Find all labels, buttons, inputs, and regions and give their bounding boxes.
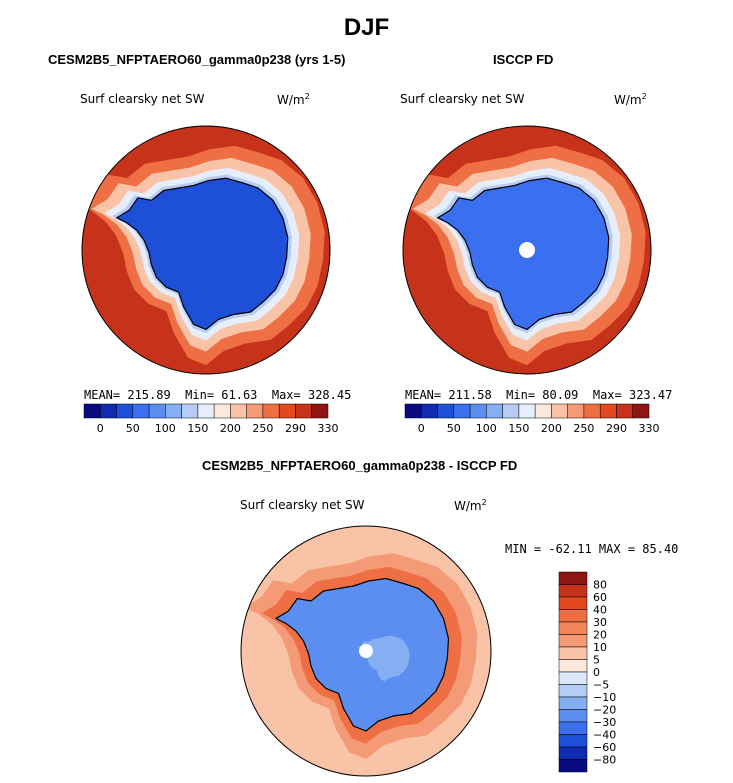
colorbar-tick-label: 200 xyxy=(541,422,562,435)
colorbar-tick-label: −10 xyxy=(593,691,616,704)
map1-field xyxy=(403,126,651,374)
coastline xyxy=(274,577,450,732)
right-stat-max: Max= 323.47 xyxy=(592,388,673,402)
colorbar-tick-label: 20 xyxy=(593,629,607,642)
diff-variable-label: Surf clearsky net SW xyxy=(240,498,365,512)
left-variable-label: Surf clearsky net SW xyxy=(80,92,205,106)
right-panel-title: ISCCP FD xyxy=(493,52,554,67)
colorbar-box xyxy=(558,584,588,598)
colorbar-box xyxy=(558,696,588,710)
figure-title: DJF xyxy=(343,14,390,41)
colorbar-tick-label: 80 xyxy=(593,579,607,592)
coastline xyxy=(436,177,610,331)
colorbar-tick-label: −30 xyxy=(593,716,616,729)
map2-field xyxy=(241,526,491,776)
right-stat-mean: MEAN= 211.58 xyxy=(405,388,492,402)
colorbar-box xyxy=(558,621,588,635)
colorbar-box xyxy=(558,596,588,610)
right-stats: MEAN= 211.58 Min= 80.09 Max= 323.47 xyxy=(405,388,672,402)
colorbar-box xyxy=(311,403,329,419)
colorbar-box xyxy=(558,721,588,735)
colorbar-tick-label: −20 xyxy=(593,704,616,717)
coastline xyxy=(115,177,289,331)
colorbar-tick-label: −80 xyxy=(593,754,616,767)
colorbar-tick-label: 50 xyxy=(126,422,140,435)
colorbar-tick-label: 250 xyxy=(252,422,273,435)
colorbar-box xyxy=(558,746,588,760)
colorbar-box xyxy=(558,571,588,585)
left-panel-title: CESM2B5_NFPTAERO60_gamma0p238 (yrs 1-5) xyxy=(48,52,346,67)
left-stats: MEAN= 215.89 Min= 61.63 Max= 328.45 xyxy=(84,388,351,402)
colorbar-tick-label: 40 xyxy=(593,604,607,617)
colorbar-box xyxy=(558,609,588,623)
colorbar-box xyxy=(558,734,588,748)
colorbar-tick-label: 150 xyxy=(187,422,208,435)
colorbar-tick-label: 10 xyxy=(593,641,607,654)
diff-units-label: W/m2 xyxy=(454,498,487,513)
pole-hole xyxy=(519,242,535,258)
pole-hole xyxy=(359,644,373,658)
left-units-label: W/m2 xyxy=(277,92,310,107)
colorbar-box xyxy=(632,403,650,419)
diff-panel-title: CESM2B5_NFPTAERO60_gamma0p238 - ISCCP FD xyxy=(202,458,518,473)
colorbar-tick-label: 5 xyxy=(593,654,600,667)
left-stat-min: Min= 61.63 xyxy=(185,388,258,402)
map-border xyxy=(81,125,331,375)
colorbar-tick-label: 50 xyxy=(447,422,461,435)
colorbar-box xyxy=(558,759,588,773)
colorbar-tick-label: 0 xyxy=(593,666,600,679)
colorbar-tick-label: 290 xyxy=(285,422,306,435)
colorbar-tick-label: 60 xyxy=(593,591,607,604)
colorbar-box xyxy=(558,659,588,673)
colorbar-tick-label: 0 xyxy=(418,422,425,435)
colorbar-tick-label: −40 xyxy=(593,729,616,742)
right-stat-min: Min= 80.09 xyxy=(506,388,579,402)
map0-field xyxy=(82,126,330,374)
colorbar-tick-label: 30 xyxy=(593,616,607,629)
right-variable-label: Surf clearsky net SW xyxy=(400,92,525,106)
colorbar-tick-label: 100 xyxy=(155,422,176,435)
colorbar-box xyxy=(558,709,588,723)
map-border xyxy=(240,525,492,777)
colorbar-tick-label: −5 xyxy=(593,679,609,692)
colorbar-tick-label: 330 xyxy=(318,422,339,435)
ice-sheet-west-diff xyxy=(301,617,397,702)
colorbar-box xyxy=(558,634,588,648)
colorbar-box xyxy=(558,646,588,660)
colorbar-tick-label: 290 xyxy=(606,422,627,435)
colorbar-tick-label: 100 xyxy=(476,422,497,435)
map-border xyxy=(402,125,652,375)
diff-stats: MIN = -62.11 MAX = 85.40 xyxy=(505,542,679,556)
ice-sheet xyxy=(116,178,288,330)
colorbar-box xyxy=(558,684,588,698)
colorbar-tick-label: 250 xyxy=(573,422,594,435)
right-units-label: W/m2 xyxy=(614,92,647,107)
colorbar-tick-label: −60 xyxy=(593,741,616,754)
colorbar-tick-label: 330 xyxy=(639,422,660,435)
colorbar-tick-label: 200 xyxy=(220,422,241,435)
colorbar-box xyxy=(558,671,588,685)
left-stat-max: Max= 328.45 xyxy=(271,388,352,402)
colorbar-tick-label: 0 xyxy=(97,422,104,435)
colorbar-tick-label: 150 xyxy=(508,422,529,435)
left-stat-mean: MEAN= 215.89 xyxy=(84,388,171,402)
